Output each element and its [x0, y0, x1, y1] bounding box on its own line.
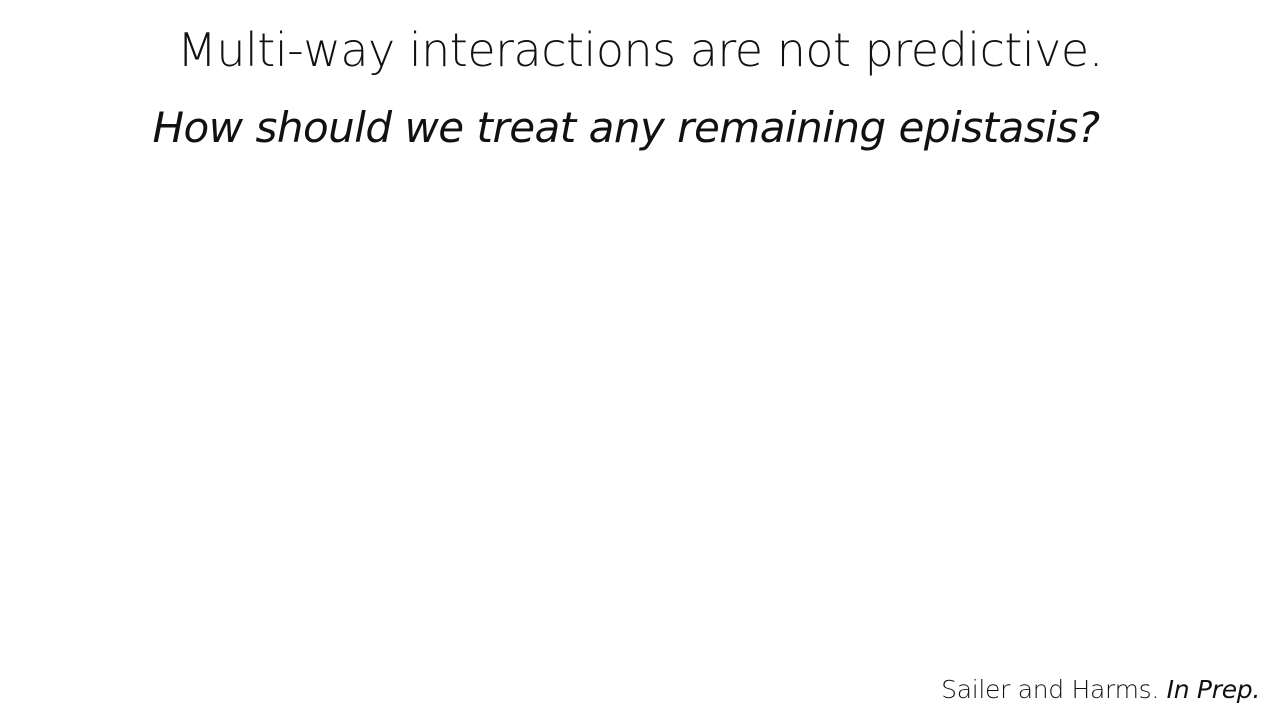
citation: Sailer and Harms. In Prep.	[941, 674, 1260, 706]
citation-status: In Prep.	[1166, 675, 1261, 704]
citation-authors: Sailer and Harms.	[941, 675, 1160, 704]
slide-title: Multi-way interactions are not predictiv…	[177, 23, 1103, 77]
slide-subtitle: How should we treat any remaining epista…	[152, 103, 1100, 152]
